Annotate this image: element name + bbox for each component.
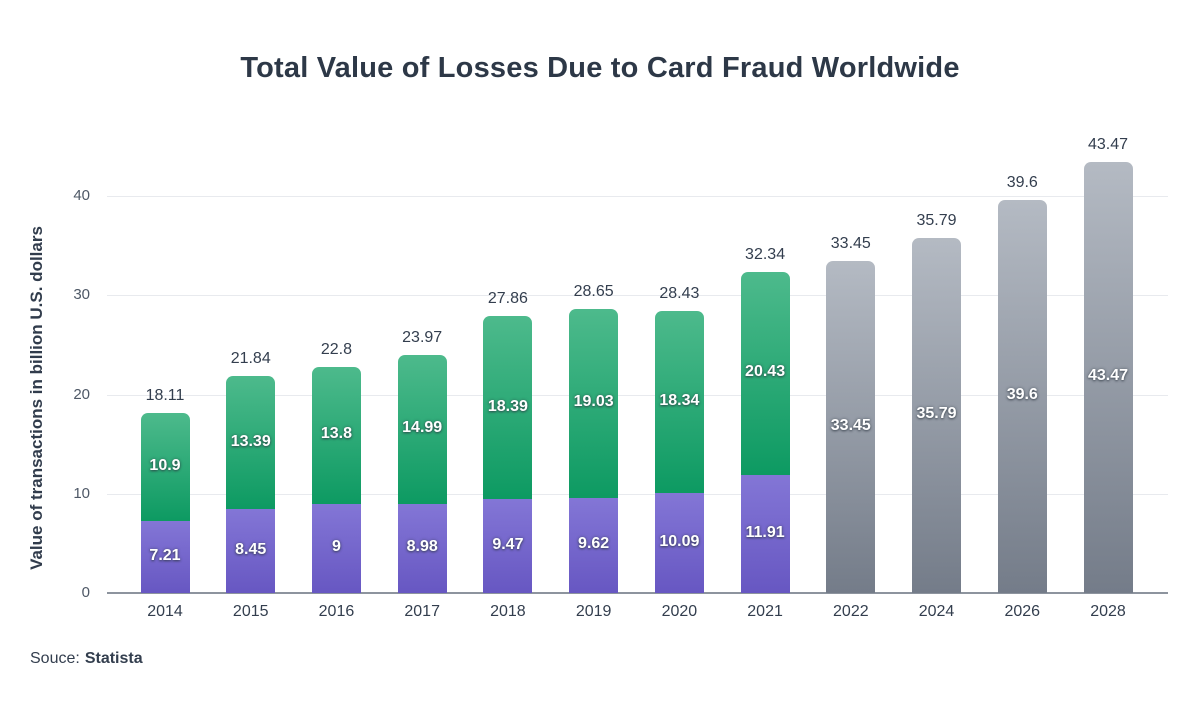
x-tick-label: 2017	[404, 603, 440, 620]
gridline	[107, 196, 1168, 197]
forecast-value-label: 39.6	[1006, 386, 1038, 404]
bar-bottom-segment-2019	[569, 497, 619, 593]
bottom-segment-value-label: 7.21	[149, 547, 181, 565]
total-value-label: 33.45	[830, 235, 871, 252]
bar-top-segment-2020	[654, 310, 704, 493]
y-tick-label: 20	[73, 385, 90, 403]
forecast-value-label: 35.79	[916, 405, 957, 423]
bar-top-segment-2018	[483, 316, 533, 499]
y-tick-label: 0	[81, 584, 90, 601]
chart-title: Total Value of Losses Due to Card Fraud …	[240, 52, 960, 84]
gridline	[107, 295, 1168, 297]
bar-top-segment-2014	[140, 413, 190, 522]
top-segment-value-label: 18.39	[487, 397, 528, 415]
bar-bottom-segment-2020	[654, 492, 704, 593]
source-name: Statista	[84, 650, 143, 667]
bar-bottom-segment-2016	[311, 503, 361, 593]
bar-top-segment-2019	[569, 308, 619, 498]
total-value-label: 27.86	[487, 290, 528, 308]
bar-forecast-2022	[826, 261, 876, 593]
x-tick-label: 2020	[661, 603, 698, 620]
forecast-value-label: 33.45	[830, 417, 871, 434]
x-tick-label: 2026	[1004, 603, 1041, 620]
y-tick-label: 40	[73, 187, 90, 204]
top-segment-value-label: 20.43	[745, 363, 786, 381]
x-tick-label: 2015	[232, 603, 269, 620]
x-tick-label: 2021	[747, 603, 783, 620]
bar-forecast-2024	[912, 237, 962, 593]
bar-bottom-segment-2021	[740, 474, 790, 593]
bottom-segment-value-label: 9.62	[578, 535, 610, 553]
total-value-label: 23.97	[402, 329, 443, 347]
total-value-label: 32.34	[745, 246, 786, 264]
source-line: Souce: Statista	[30, 650, 143, 668]
bar-top-segment-2021	[740, 272, 790, 475]
x-axis-baseline	[107, 592, 1168, 594]
x-tick-label: 2014	[147, 603, 183, 620]
total-value-label: 28.65	[573, 282, 614, 300]
forecast-value-label: 43.47	[1087, 367, 1129, 385]
bar-forecast-2026	[997, 199, 1047, 593]
top-segment-value-label: 14.99	[402, 419, 443, 437]
y-tick-label: 10	[73, 484, 90, 502]
gridline	[107, 394, 1168, 396]
bottom-segment-value-label: 9.47	[492, 536, 524, 553]
bottom-segment-value-label: 10.09	[659, 532, 700, 550]
total-value-label: 43.47	[1087, 135, 1129, 153]
bar-top-segment-2016	[311, 366, 361, 504]
total-value-label: 28.43	[659, 284, 700, 302]
bottom-segment-value-label: 8.45	[235, 541, 267, 559]
bottom-segment-value-label: 8.98	[406, 538, 438, 556]
x-tick-label: 2028	[1090, 603, 1126, 620]
total-value-label: 39.6	[1006, 173, 1038, 191]
gridline	[107, 493, 1168, 495]
bar-bottom-segment-2014	[140, 521, 190, 593]
total-value-label: 22.8	[320, 340, 353, 358]
total-value-label: 18.11	[145, 387, 185, 405]
bar-top-segment-2015	[226, 376, 276, 510]
bar-top-segment-2017	[397, 355, 447, 504]
y-tick-label: 30	[73, 286, 90, 304]
x-tick-label: 2016	[318, 603, 355, 620]
top-segment-value-label: 13.8	[320, 425, 353, 443]
top-segment-value-label: 19.03	[573, 393, 614, 411]
total-value-label: 21.84	[230, 350, 271, 368]
top-segment-value-label: 13.39	[230, 432, 271, 450]
bar-bottom-segment-2017	[397, 503, 447, 593]
top-segment-value-label: 18.34	[659, 391, 700, 409]
top-segment-value-label: 10.9	[149, 457, 181, 475]
bar-bottom-segment-2018	[483, 499, 533, 593]
bar-forecast-2028	[1083, 161, 1133, 593]
bar-bottom-segment-2015	[226, 509, 276, 593]
bottom-segment-value-label: 9	[332, 538, 341, 556]
x-tick-label: 2024	[918, 603, 955, 620]
x-tick-label: 2019	[575, 603, 612, 620]
source-label: Souce:	[30, 650, 80, 667]
x-tick-label: 2018	[490, 603, 526, 620]
bottom-segment-value-label: 11.91	[745, 523, 785, 541]
x-tick-label: 2022	[833, 603, 869, 620]
total-value-label: 35.79	[916, 211, 957, 229]
